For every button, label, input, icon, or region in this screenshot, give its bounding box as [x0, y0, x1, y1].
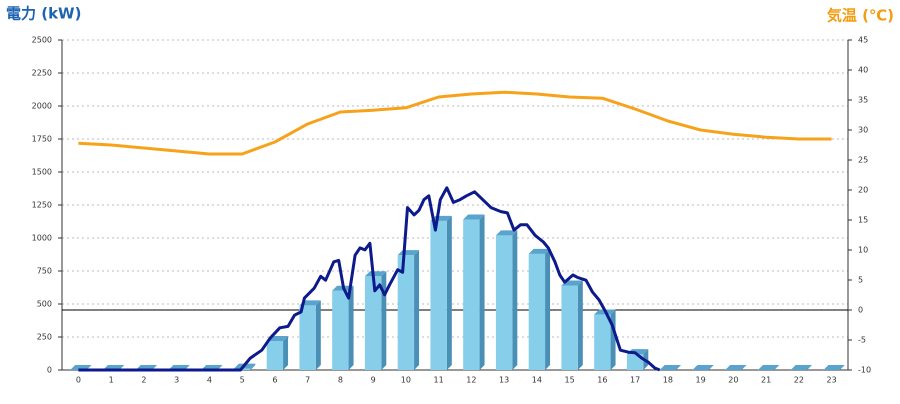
bar-side: [577, 280, 583, 370]
x-tick-label: 12: [466, 376, 476, 385]
x-tick-label: 22: [794, 376, 804, 385]
bar-side: [348, 285, 354, 370]
x-tick-label: 15: [565, 376, 575, 385]
x-tick-label: 3: [174, 376, 179, 385]
y2-tick-label: 35: [858, 96, 868, 105]
y-tick-label: 2250: [32, 69, 52, 78]
x-tick-label: 14: [532, 376, 542, 385]
x-tick-label: 9: [371, 376, 376, 385]
x-tick-label: 11: [434, 376, 444, 385]
bar-top: [823, 365, 845, 370]
x-tick-label: 5: [240, 376, 245, 385]
y2-tick-label: 40: [858, 66, 868, 75]
x-tick-label: 18: [663, 376, 673, 385]
y-axis-title: 電力 (kW): [6, 5, 81, 23]
y-tick-label: 750: [37, 267, 52, 276]
y-tick-label: 1500: [32, 168, 52, 177]
y2-tick-label: 0: [858, 306, 863, 315]
bar-top: [364, 271, 387, 277]
y-tick-label: 250: [37, 333, 52, 342]
bar-side: [479, 214, 485, 370]
x-tick-label: 13: [499, 376, 509, 385]
bar-side: [512, 230, 518, 370]
bar: [495, 235, 513, 370]
bar: [561, 285, 578, 370]
bar-side: [414, 250, 420, 370]
y-tick-label: 1000: [32, 234, 52, 243]
y2-tick-label: 25: [858, 156, 868, 165]
bar-side: [545, 248, 551, 370]
bar-top: [528, 248, 551, 254]
y2-tick-label: 30: [858, 126, 868, 135]
bar-top: [463, 214, 485, 220]
x-tick-label: 1: [109, 376, 114, 385]
y2-axis-title: 気温 (℃): [827, 7, 894, 25]
y-tick-label: 500: [37, 300, 52, 309]
bar-top: [659, 365, 682, 370]
y2-tick-label: -5: [858, 336, 866, 345]
y2-tick-label: -10: [858, 366, 871, 375]
x-tick-label: 19: [696, 376, 706, 385]
y-tick-label: 0: [47, 366, 52, 375]
x-tick-label: 16: [597, 376, 607, 385]
x-tick-label: 4: [207, 376, 212, 385]
x-tick-label: 21: [761, 376, 771, 385]
y2-tick-label: 15: [858, 216, 868, 225]
x-tick-label: 20: [728, 376, 738, 385]
x-tick-label: 10: [401, 376, 411, 385]
bar-top: [790, 365, 813, 370]
bar: [332, 290, 349, 370]
x-tick-label: 7: [305, 376, 310, 385]
power-line: [78, 186, 661, 372]
bar: [463, 219, 480, 370]
bar: [430, 220, 447, 370]
bar-top: [495, 230, 518, 236]
x-tick-label: 23: [827, 376, 837, 385]
bar: [626, 354, 644, 370]
x-tick-label: 2: [141, 376, 146, 385]
bar: [594, 314, 611, 370]
bar-top: [757, 365, 780, 370]
bar: [364, 276, 382, 370]
bar: [528, 253, 546, 370]
bar: [266, 340, 284, 370]
bar-side: [315, 300, 321, 370]
temperature-line: [78, 90, 832, 156]
bar-top: [692, 365, 714, 370]
y2-tick-label: 5: [858, 276, 863, 285]
bar: [299, 305, 316, 370]
x-tick-label: 6: [272, 376, 277, 385]
bar: [397, 255, 415, 370]
y-tick-label: 2500: [32, 36, 52, 45]
x-tick-label: 17: [630, 376, 640, 385]
bar-side: [283, 335, 289, 370]
y2-tick-label: 20: [858, 186, 868, 195]
y-tick-label: 2000: [32, 102, 52, 111]
bar-top: [725, 365, 747, 370]
y2-tick-label: 10: [858, 246, 868, 255]
bar-side: [610, 309, 616, 370]
y-tick-label: 1750: [32, 135, 52, 144]
x-tick-label: 8: [338, 376, 343, 385]
bar-side: [446, 215, 452, 370]
x-tick-label: 0: [76, 376, 81, 385]
y-tick-label: 1250: [32, 201, 52, 210]
bar-side: [250, 363, 256, 370]
y2-tick-label: 45: [858, 36, 868, 45]
bar-side: [381, 271, 387, 370]
